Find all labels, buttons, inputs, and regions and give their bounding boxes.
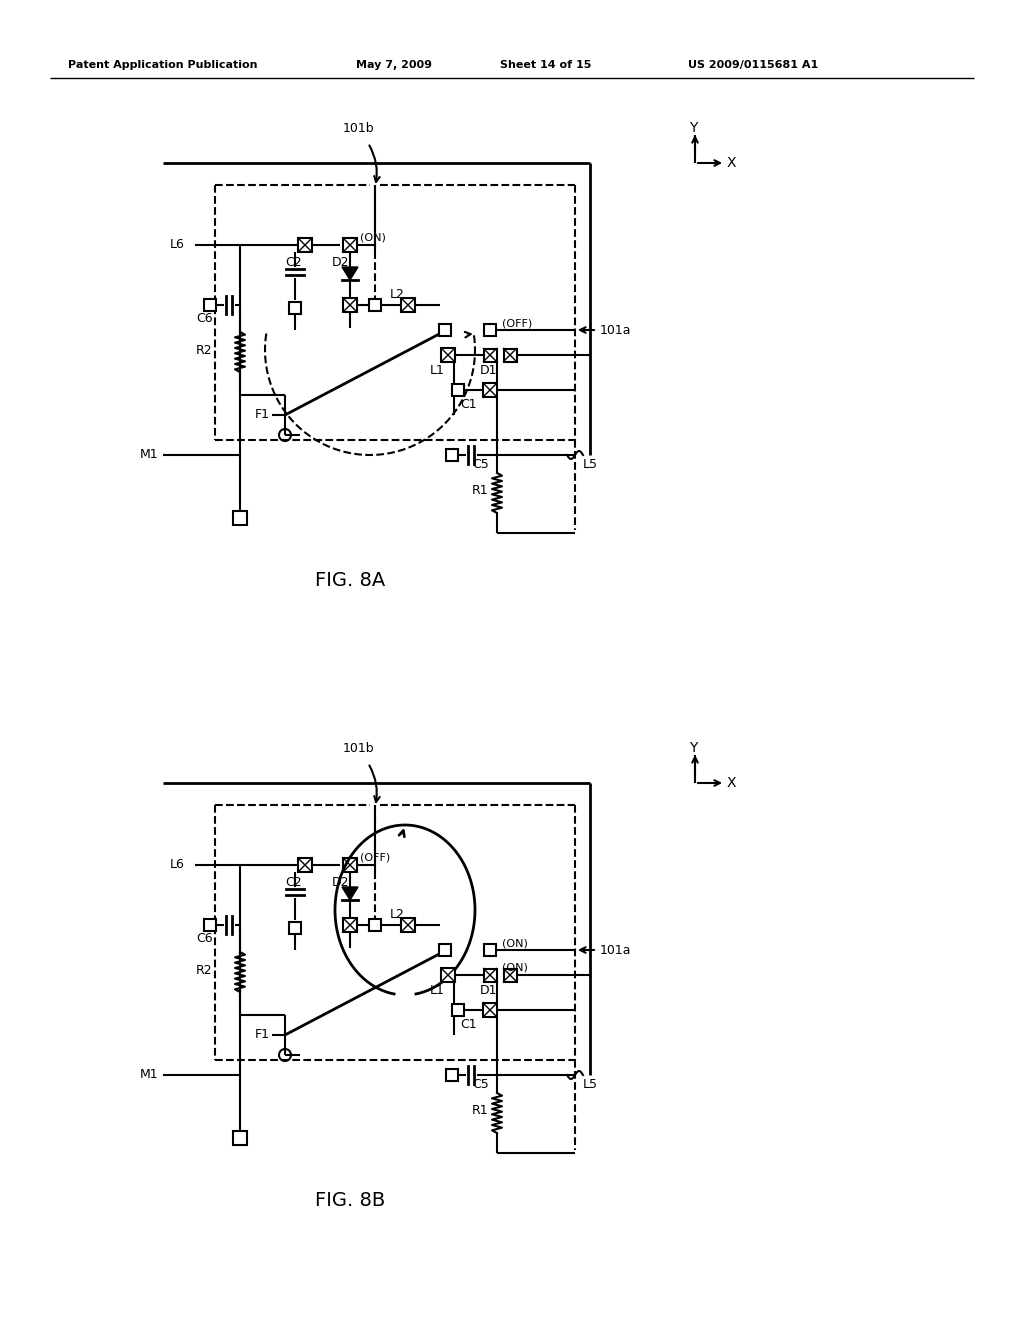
Bar (204, 919, 216, 931)
Text: Sheet 14 of 15: Sheet 14 of 15 (500, 59, 592, 70)
Polygon shape (342, 267, 358, 280)
Text: Y: Y (689, 121, 697, 135)
Text: X: X (727, 156, 736, 170)
Text: L1: L1 (430, 983, 444, 997)
Bar (446, 449, 458, 461)
Text: D2: D2 (332, 876, 349, 890)
Text: M1: M1 (140, 1068, 159, 1081)
Text: X: X (727, 776, 736, 789)
Text: FIG. 8B: FIG. 8B (314, 1191, 385, 1209)
Text: D1: D1 (480, 983, 498, 997)
Text: C1: C1 (460, 1019, 476, 1031)
Text: Patent Application Publication: Patent Application Publication (68, 59, 257, 70)
Bar (343, 238, 357, 252)
Polygon shape (342, 887, 358, 900)
Text: C6: C6 (196, 932, 213, 945)
Text: D2: D2 (332, 256, 349, 269)
Text: L2: L2 (390, 289, 404, 301)
Bar (401, 298, 415, 312)
Bar (298, 858, 312, 873)
Text: R2: R2 (196, 343, 213, 356)
Text: FIG. 8A: FIG. 8A (314, 570, 385, 590)
Text: L5: L5 (583, 458, 598, 471)
Bar (504, 348, 516, 362)
Bar (343, 298, 357, 312)
Bar (439, 944, 451, 956)
Text: L2: L2 (390, 908, 404, 921)
Bar (452, 384, 464, 396)
Text: US 2009/0115681 A1: US 2009/0115681 A1 (688, 59, 818, 70)
Bar (452, 1005, 464, 1016)
Text: (OFF): (OFF) (502, 318, 532, 327)
Text: 101a: 101a (600, 944, 632, 957)
Bar (343, 917, 357, 932)
Text: Y: Y (689, 741, 697, 755)
Text: R2: R2 (196, 964, 213, 977)
Text: C6: C6 (196, 312, 213, 325)
Bar (483, 383, 497, 397)
Bar (289, 921, 301, 935)
Text: (ON): (ON) (502, 964, 528, 973)
Text: 101b: 101b (342, 121, 374, 135)
Text: C1: C1 (460, 399, 476, 412)
Bar (483, 1003, 497, 1016)
Text: 101a: 101a (600, 323, 632, 337)
Text: C5: C5 (472, 1078, 488, 1092)
Text: (ON): (ON) (360, 234, 386, 243)
Text: May 7, 2009: May 7, 2009 (356, 59, 432, 70)
Bar (441, 348, 455, 362)
Text: R1: R1 (472, 1104, 488, 1117)
Bar (401, 917, 415, 932)
Bar (233, 1131, 247, 1144)
Bar (484, 323, 496, 337)
Text: (OFF): (OFF) (360, 853, 390, 863)
Text: R1: R1 (472, 483, 488, 496)
Bar (369, 300, 381, 312)
Bar (369, 919, 381, 931)
Text: (ON): (ON) (502, 939, 528, 948)
Text: C2: C2 (285, 876, 302, 890)
Text: L5: L5 (583, 1078, 598, 1092)
Text: F1: F1 (255, 1028, 270, 1041)
Bar (504, 969, 516, 982)
Text: L6: L6 (170, 239, 185, 252)
Bar (439, 323, 451, 337)
Bar (483, 348, 497, 362)
Text: L1: L1 (430, 363, 444, 376)
Bar (484, 944, 496, 956)
Bar (298, 238, 312, 252)
Bar (343, 858, 357, 873)
Text: D1: D1 (480, 363, 498, 376)
Text: 101b: 101b (342, 742, 374, 755)
Bar (441, 968, 455, 982)
Text: C2: C2 (285, 256, 302, 269)
Text: M1: M1 (140, 449, 159, 462)
Bar (289, 302, 301, 314)
Bar (233, 511, 247, 525)
Text: F1: F1 (255, 408, 270, 421)
Bar (446, 1069, 458, 1081)
Bar (483, 969, 497, 982)
Text: C5: C5 (472, 458, 488, 471)
Text: L6: L6 (170, 858, 185, 871)
Bar (204, 300, 216, 312)
